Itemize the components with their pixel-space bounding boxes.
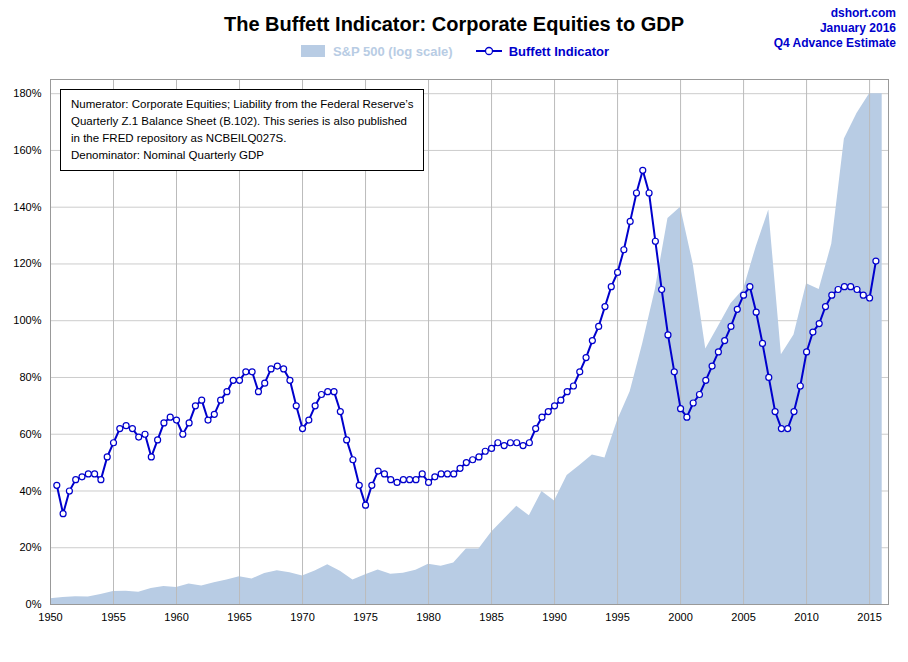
svg-text:60%: 60% xyxy=(19,428,41,440)
html-text:Denominator: Nominal Quarterly: Denominator: Nominal Quarterly GDP xyxy=(71,149,264,161)
html-text:Quarterly Z.1 Balance Sheet (B: Quarterly Z.1 Balance Sheet (B.102). Thi… xyxy=(71,115,407,127)
svg-text:2000: 2000 xyxy=(668,611,692,623)
svg-text:1965: 1965 xyxy=(227,611,251,623)
svg-text:140%: 140% xyxy=(13,201,41,213)
html-text:Numerator: Corporate Equities;: Numerator: Corporate Equities; Liability… xyxy=(71,98,414,110)
svg-text:2005: 2005 xyxy=(731,611,755,623)
svg-text:0%: 0% xyxy=(26,598,42,610)
html-text:Buffett Indicator: Buffett Indicator xyxy=(508,43,609,59)
svg-text:1985: 1985 xyxy=(479,611,503,623)
svg-text:160%: 160% xyxy=(13,144,41,156)
html-text:dshort.com: dshort.com xyxy=(830,6,896,20)
svg-text:120%: 120% xyxy=(13,257,41,269)
html-text:Q4 Advance Estimate: Q4 Advance Estimate xyxy=(773,36,896,50)
html-text:The Buffett Indicator: Corpora: The Buffett Indicator: Corporate Equitie… xyxy=(224,13,684,35)
svg-text:1980: 1980 xyxy=(416,611,440,623)
svg-text:1995: 1995 xyxy=(605,611,629,623)
svg-text:1975: 1975 xyxy=(353,611,377,623)
svg-text:1960: 1960 xyxy=(164,611,188,623)
html-text:in the FRED repository as NCBE: in the FRED repository as NCBEILQ027S. xyxy=(71,132,287,144)
svg-text:1970: 1970 xyxy=(290,611,314,623)
svg-text:180%: 180% xyxy=(13,87,41,99)
svg-text:2015: 2015 xyxy=(857,611,881,623)
svg-text:1950: 1950 xyxy=(38,611,62,623)
svg-text:2010: 2010 xyxy=(794,611,818,623)
svg-text:1990: 1990 xyxy=(542,611,566,623)
svg-text:1955: 1955 xyxy=(101,611,125,623)
svg-text:80%: 80% xyxy=(19,371,41,383)
html-text:January 2016: January 2016 xyxy=(819,21,896,35)
svg-text:100%: 100% xyxy=(13,314,41,326)
svg-text:40%: 40% xyxy=(19,485,41,497)
svg-text:20%: 20% xyxy=(19,541,41,553)
html-text:S&P 500 (log scale): S&P 500 (log scale) xyxy=(332,43,453,59)
